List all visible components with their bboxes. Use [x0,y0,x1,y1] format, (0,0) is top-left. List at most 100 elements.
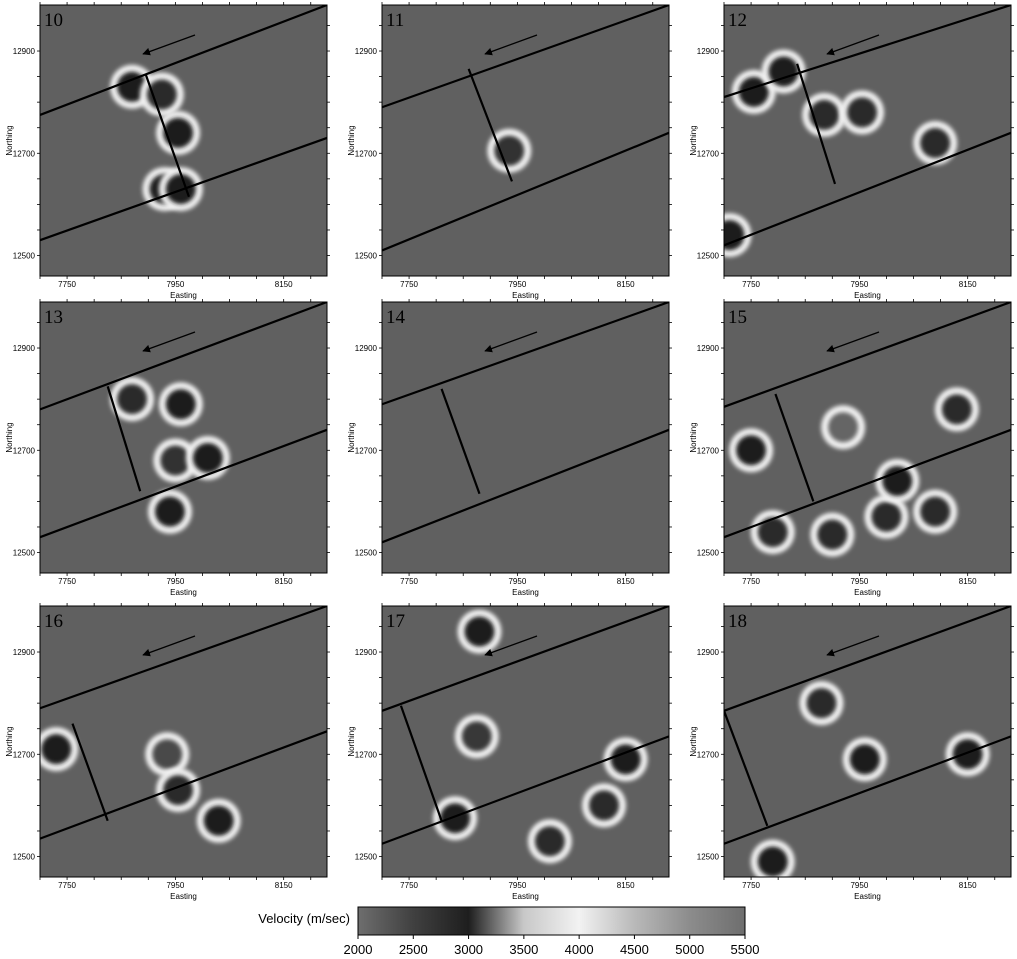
panel-background [724,5,1011,276]
y-axis-title: Northing [347,726,356,756]
x-axis-title: Easting [512,291,539,300]
y-tick-label: 12500 [355,252,378,261]
velocity-anomaly [847,97,878,128]
y-tick-label: 12900 [13,47,36,56]
velocity-anomaly [534,826,565,857]
x-tick-label: 8150 [959,577,977,586]
velocity-anomaly [494,135,525,166]
velocity-anomaly [163,775,194,806]
lower-boundary-line [382,131,669,252]
panel-frame [381,301,670,574]
velocity-anomaly [941,394,972,425]
cross-line [71,723,109,822]
y-axis-title: Northing [347,422,356,452]
x-tick-label: 8150 [275,280,293,289]
panel-frame [39,301,328,574]
cross-line [440,388,481,495]
y-tick-label: 12500 [697,549,720,558]
x-tick-label: 8150 [617,881,635,890]
upper-boundary-line [40,302,327,411]
velocity-anomaly [163,117,194,148]
velocity-anomaly [806,688,837,719]
y-tick-label: 12900 [697,344,720,353]
velocity-anomaly [828,412,859,443]
y-axis-title: Northing [689,125,698,155]
lower-boundary-line [724,428,1011,539]
direction-arrow [142,635,196,657]
panel-number: 17 [386,611,405,632]
y-tick-label: 12700 [355,750,378,759]
panel-plot-area [40,302,327,539]
velocity-anomaly [165,389,196,420]
x-tick-label: 7750 [58,881,76,890]
velocity-panel: 13 7750 7950 8150 12900 12700 12500 Easting Nort… [5,299,330,597]
colorbar-gradient [357,906,746,936]
upper-boundary-line [40,606,327,710]
velocity-anomaly [724,220,745,251]
x-tick-label: 7750 [58,577,76,586]
x-axis-title: Easting [170,588,197,597]
lower-boundary-line [724,131,1011,247]
y-tick-label: 12700 [697,750,720,759]
velocity-anomaly [461,721,492,752]
panel-frame [39,605,328,878]
velocity-anomaly [146,79,177,110]
y-tick-label: 12900 [697,648,720,657]
direction-arrow [142,34,196,56]
x-tick-label: 7950 [850,577,868,586]
velocity-anomaly [117,71,148,102]
colorbar-ticks: 2000 2500 3000 3500 4000 4500 5000 5500 [344,935,759,957]
panel-plot-area [40,5,327,242]
upper-boundary-line [382,5,669,109]
velocity-panel: 11 7750 7950 8150 12900 12700 12500 Easting Nort… [347,2,672,300]
x-axis-title: Easting [854,291,881,300]
velocity-anomaly [849,744,880,775]
velocity-anomaly [41,734,72,765]
cross-line [724,710,769,827]
velocity-anomaly [160,445,191,476]
velocity-anomaly [440,803,471,834]
panel-frame [381,605,670,878]
velocity-anomaly [920,128,951,159]
x-tick-label: 7950 [850,280,868,289]
y-tick-label: 12700 [697,149,720,158]
panel-frame [723,605,1012,878]
panel-grid: 10 7750 7950 8150 12900 12700 12500 Easting Nort… [5,2,1014,901]
velocity-anomaly [882,465,913,496]
y-tick-label: 12500 [355,853,378,862]
x-tick-label: 8150 [617,280,635,289]
x-axis-title: Easting [512,892,539,901]
colorbar-tick-label: 3000 [454,942,483,957]
y-axis-title: Northing [5,726,14,756]
panel-number: 12 [728,10,747,31]
y-axis-title: Northing [5,422,14,452]
x-tick-label: 7750 [742,280,760,289]
upper-boundary-line [724,606,1011,712]
y-tick-label: 12700 [13,750,36,759]
lower-boundary-line [40,730,327,840]
velocity-panel: 15 7750 7950 8150 12900 12700 12500 Easting Nort… [689,299,1014,597]
velocity-anomaly [757,846,788,877]
velocity-anomaly [154,496,185,527]
upper-boundary-line [382,302,669,406]
velocity-panel: 12 7750 7950 8150 12900 12700 12500 Easting Nort… [689,2,1014,300]
panel-plot-area [382,5,669,252]
y-tick-label: 12700 [13,446,36,455]
colorbar-tick-label: 4500 [620,942,649,957]
panel-frame [723,301,1012,574]
y-tick-label: 12700 [697,446,720,455]
lower-boundary-line [724,735,1011,845]
panel-plot-area [724,302,1011,557]
x-tick-label: 7750 [400,280,418,289]
upper-boundary-line [40,5,327,116]
lower-boundary-line [382,735,669,845]
x-tick-label: 7950 [508,577,526,586]
y-tick-label: 12500 [13,853,36,862]
x-axis-title: Easting [170,291,197,300]
upper-boundary-line [382,606,669,712]
y-tick-label: 12500 [697,252,720,261]
panel-number: 18 [728,611,747,632]
panel-frame [723,4,1012,277]
velocity-panel: 18 7750 7950 8150 12900 12700 12500 Easting Nort… [689,603,1014,901]
panel-number: 15 [728,307,747,328]
